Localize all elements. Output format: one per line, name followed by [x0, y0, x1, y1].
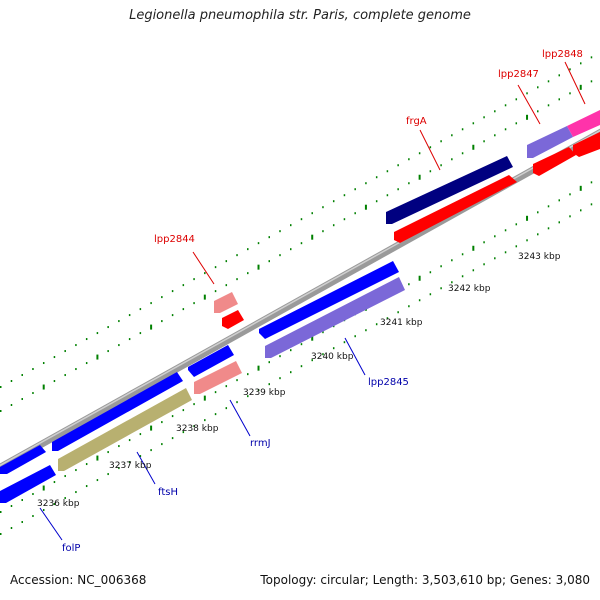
gene-arrow-frga[interactable] [394, 175, 517, 243]
leader-folp [39, 507, 63, 541]
gene-arrow-lpp2847[interactable] [533, 147, 576, 176]
gene-arrow-lpp2847-partner[interactable] [527, 126, 573, 158]
scale-label: 3243 kbp [518, 252, 561, 262]
cds-bar-folp[interactable] [0, 465, 56, 503]
gene-arrow-folp-partner[interactable] [0, 445, 46, 474]
scale-label: 3236 kbp [37, 499, 80, 509]
tick-rows [0, 56, 593, 536]
gene-label-folp[interactable]: folP [62, 543, 80, 554]
gene-arrow-rrmj[interactable] [188, 345, 234, 377]
accession-text: Accession: NC_006368 [10, 573, 147, 587]
scale-label: 3241 kbp [380, 318, 423, 328]
gene-label-ftsh[interactable]: ftsH [158, 487, 178, 498]
gene-arrow-lpp2848-partner[interactable] [567, 110, 600, 137]
leader-rrmj [229, 399, 251, 437]
gene-arrow-lpp2844[interactable] [222, 310, 244, 329]
scale-label: 3240 kbp [311, 352, 354, 362]
leader-lpp2844 [192, 251, 215, 285]
scale-label: 3238 kbp [176, 424, 219, 434]
leader-ftsh [136, 451, 156, 485]
scale-label: 3239 kbp [243, 388, 286, 398]
leader-lpp2847 [517, 84, 541, 125]
gene-label-lpp2845[interactable]: lpp2845 [368, 377, 409, 388]
gene-arrow-frga-partner[interactable] [386, 156, 513, 224]
gene-arrow-lpp2845-partner[interactable] [259, 261, 399, 339]
map-title: Legionella pneumophila str. Paris, compl… [129, 8, 471, 23]
cds-bar-rrmj[interactable] [194, 361, 242, 394]
genome-summary-text: Topology: circular; Length: 3,503,610 bp… [260, 573, 590, 587]
gene-arrow-ftsh-partner[interactable] [52, 372, 183, 451]
gene-arrow-lpp2848[interactable] [573, 132, 600, 157]
cds-bar-ftsh[interactable] [58, 388, 192, 471]
gene-arrow-lpp2844-top[interactable] [214, 292, 238, 313]
leader-lpp2845 [344, 337, 366, 376]
scale-label: 3237 kbp [109, 461, 152, 471]
scale-label: 3242 kbp [448, 284, 491, 294]
leader-frga [419, 129, 441, 171]
gene-label-lpp2844[interactable]: lpp2844 [154, 234, 195, 245]
gene-label-lpp2847[interactable]: lpp2847 [498, 69, 539, 80]
leader-lpp2848 [564, 61, 586, 105]
gene-label-lpp2848[interactable]: lpp2848 [542, 49, 583, 60]
cds-bar-lpp2845[interactable] [265, 277, 405, 358]
gene-label-frga[interactable]: frgA [406, 116, 427, 127]
gene-label-rrmj[interactable]: rrmJ [250, 438, 271, 449]
